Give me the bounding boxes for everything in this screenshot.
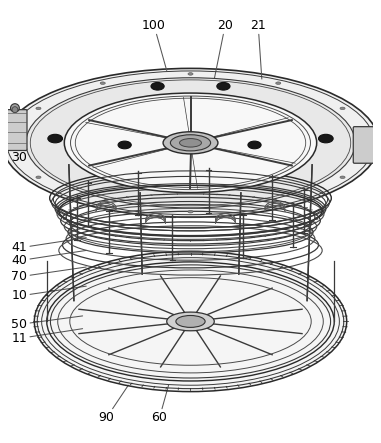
Ellipse shape (12, 107, 18, 113)
Ellipse shape (276, 201, 281, 204)
Text: 20: 20 (214, 19, 233, 79)
Ellipse shape (151, 82, 164, 90)
Ellipse shape (12, 142, 18, 144)
Text: 60: 60 (152, 385, 168, 424)
FancyBboxPatch shape (353, 127, 374, 163)
Ellipse shape (100, 201, 105, 204)
Ellipse shape (36, 176, 41, 179)
Ellipse shape (48, 134, 62, 143)
Ellipse shape (118, 141, 131, 149)
Ellipse shape (188, 210, 193, 213)
Ellipse shape (167, 312, 214, 331)
Ellipse shape (100, 82, 105, 85)
Ellipse shape (11, 104, 19, 112)
Ellipse shape (170, 135, 211, 151)
Text: 30: 30 (11, 130, 72, 164)
FancyBboxPatch shape (3, 110, 27, 151)
Text: 100: 100 (142, 19, 167, 70)
Text: 90: 90 (98, 385, 128, 424)
Ellipse shape (36, 252, 345, 391)
Ellipse shape (248, 141, 261, 149)
Ellipse shape (276, 82, 281, 85)
Ellipse shape (179, 139, 202, 147)
Ellipse shape (64, 93, 317, 193)
Ellipse shape (340, 107, 345, 110)
Text: 21: 21 (250, 19, 266, 79)
Ellipse shape (363, 142, 369, 144)
Ellipse shape (176, 315, 205, 327)
Ellipse shape (26, 78, 355, 208)
Text: 70: 70 (11, 267, 86, 283)
Text: 11: 11 (11, 329, 83, 345)
Ellipse shape (36, 107, 41, 110)
Text: 50: 50 (11, 316, 83, 331)
Text: 10: 10 (11, 286, 86, 303)
Ellipse shape (319, 134, 333, 143)
Ellipse shape (340, 176, 345, 179)
Text: 41: 41 (11, 237, 86, 254)
Ellipse shape (163, 132, 218, 154)
Ellipse shape (217, 82, 230, 90)
Ellipse shape (2, 68, 379, 217)
Ellipse shape (188, 73, 193, 75)
Text: 40: 40 (11, 250, 86, 267)
